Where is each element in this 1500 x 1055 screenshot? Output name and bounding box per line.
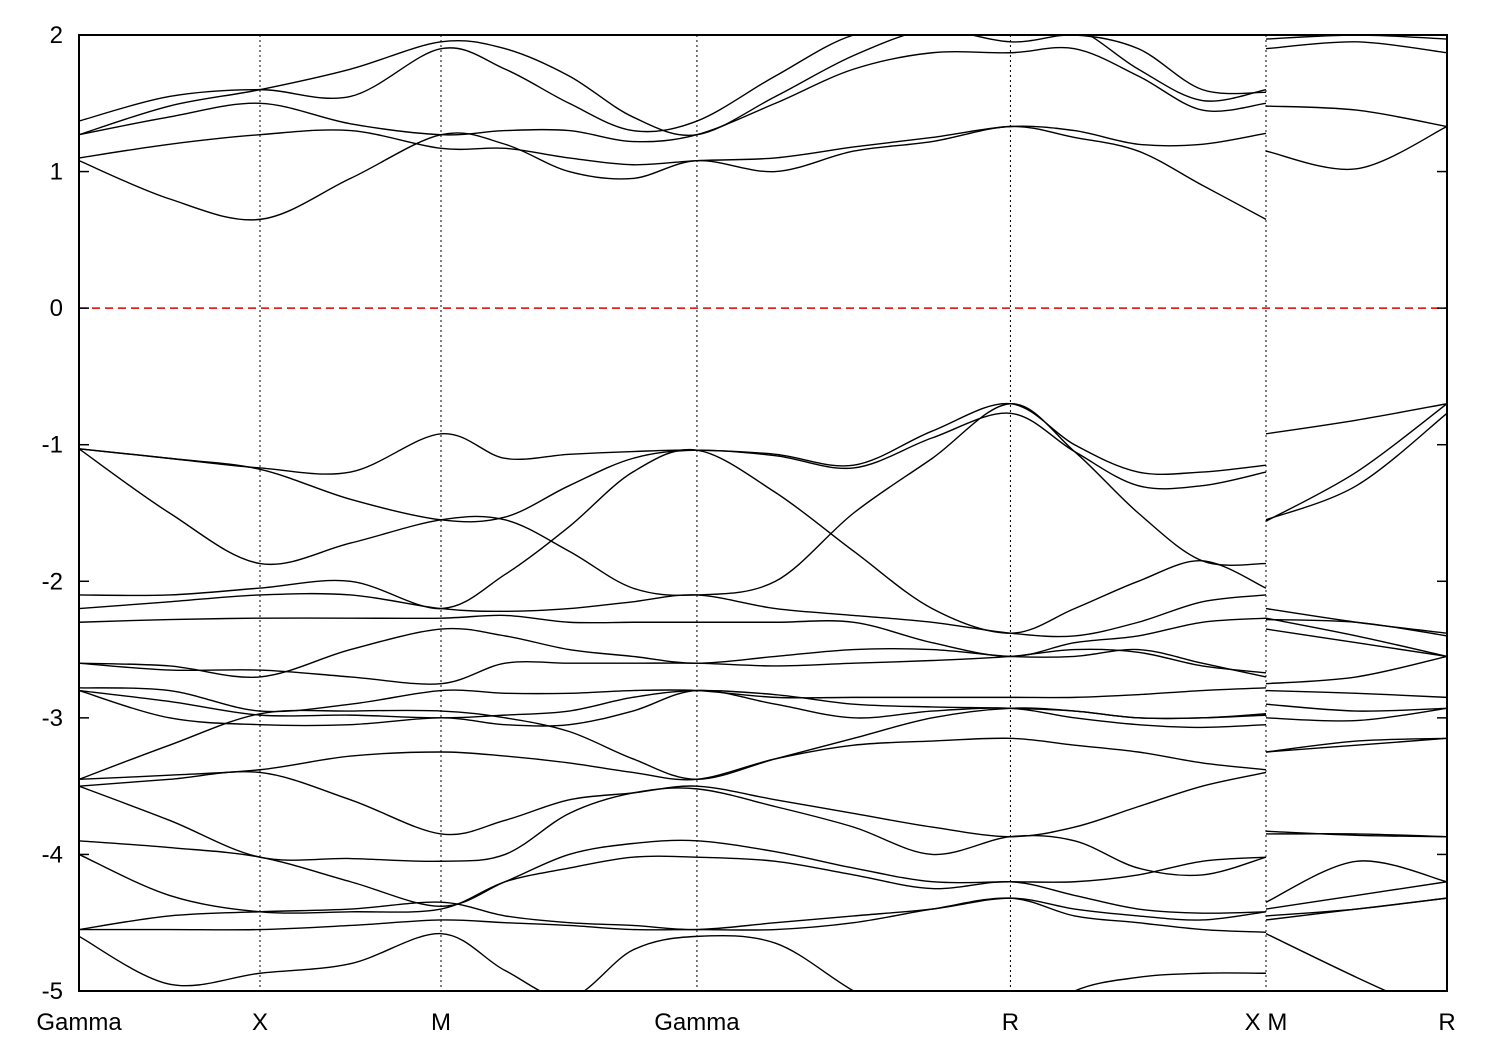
band-line [79,839,1447,908]
band-line [79,853,1447,914]
band-line [79,897,1447,931]
x-tick-label: M [431,1009,451,1036]
x-tick-label: Gamma [654,1009,740,1036]
y-tick-label: -5 [42,978,63,1005]
plot-frame [78,34,1448,992]
band-line [79,592,1447,638]
x-tick-label: R [1002,1009,1019,1036]
band-line [79,689,1447,729]
x-tick-label: X M [1245,1009,1288,1036]
band-line [79,785,1447,877]
y-tick-label: 1 [50,159,63,186]
band-line [79,614,1447,658]
y-tick-label: 0 [50,295,63,322]
band-layer [79,35,1447,991]
x-tick-label: R [1438,1009,1455,1036]
axis-layer: -5 -4 -3 -2 -1 0 1 2 Gamma X M Gamma R X M R [36,22,1455,1036]
band-line [79,648,1447,685]
y-tick-label: -2 [42,568,63,595]
band-line [79,689,1447,720]
band-line [79,737,1447,781]
band-line [79,402,1447,476]
band-line [79,403,1447,597]
y-tick-label: 2 [50,22,63,49]
y-tick-label: -3 [42,705,63,732]
y-tick-label: -1 [42,432,63,459]
band-line [79,932,1388,991]
band-line [79,125,1447,221]
band-line [79,448,1447,634]
x-tick-label: X [252,1009,268,1036]
band-line [79,897,1447,933]
band-line [79,687,1447,713]
band-line [79,412,1447,523]
band-line [79,35,1447,133]
band-line [79,707,1447,781]
band-line [79,105,1447,166]
x-tick-label: Gamma [36,1009,122,1036]
y-tick-label: -4 [42,841,63,868]
grid-layer [78,35,1448,991]
band-line [79,35,1267,137]
